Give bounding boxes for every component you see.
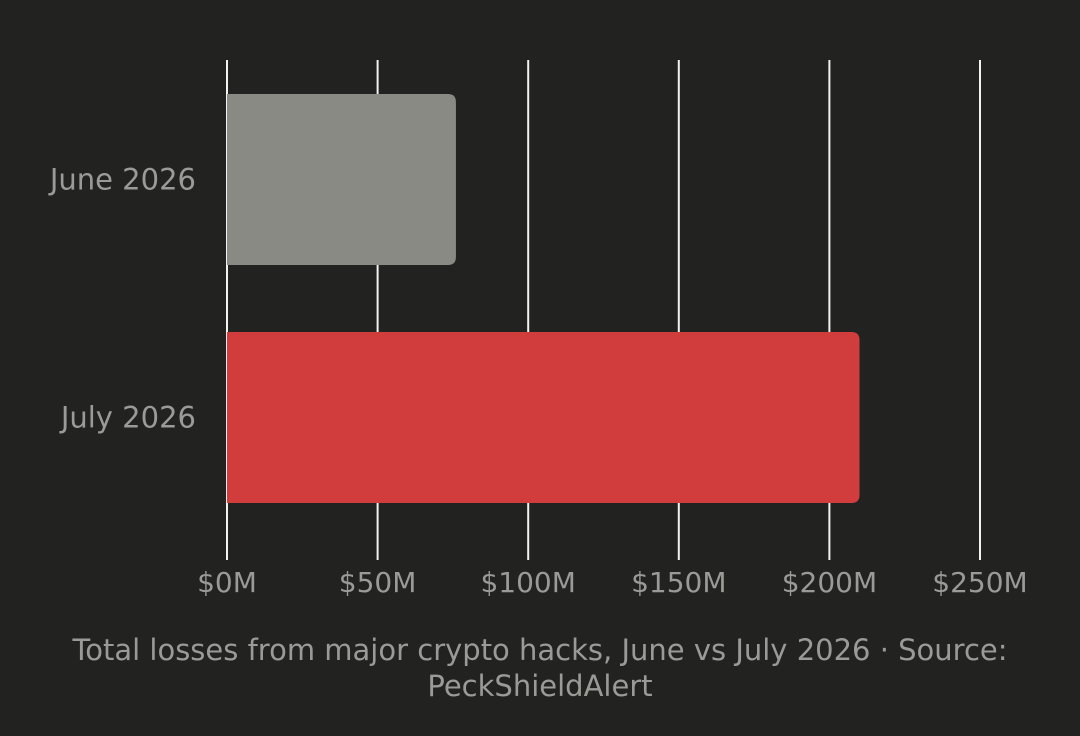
x-tick-label: $150M [631,566,726,599]
category-label: June 2026 [48,163,196,197]
chart-caption: Total losses from major crypto hacks, Ju… [72,633,1008,703]
x-tick-label: $200M [782,566,877,599]
x-tick-label: $250M [932,566,1027,599]
x-tick-labels: $0M $50M $100M $150M $200M $250M [197,566,1028,599]
category-label: July 2026 [59,401,196,435]
bar-june-2026 [227,94,456,265]
x-tick-label: $100M [480,566,575,599]
x-tick-label: $50M [339,566,417,599]
bars [227,94,860,503]
bar-chart-svg: June 2026 July 2026 $0M $50M $100M $150M $200… [48,60,1028,599]
category-labels: June 2026 July 2026 [48,163,196,435]
bar-july-2026 [227,332,860,503]
x-tick-label: $0M [197,566,257,599]
